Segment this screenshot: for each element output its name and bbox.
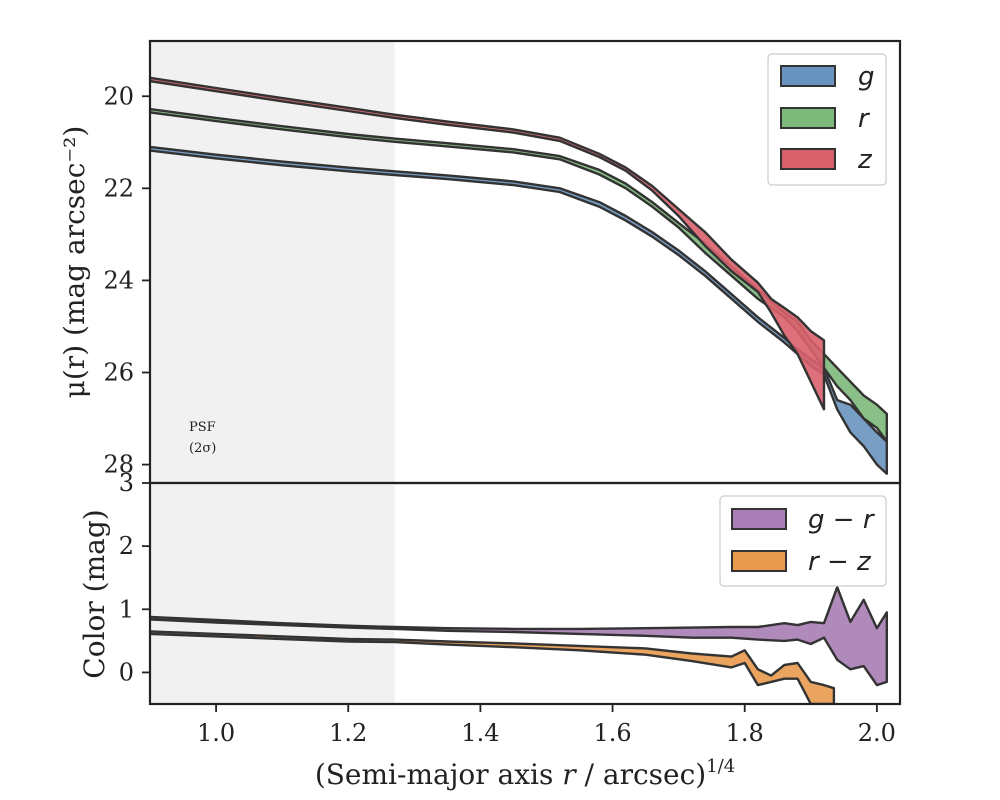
series-band-z <box>150 76 826 411</box>
psf-band-top <box>150 41 395 483</box>
legend-swatch-r-z <box>731 550 787 572</box>
legend-label-g: g <box>858 62 875 92</box>
x-tick-label: 1.8 <box>726 719 764 747</box>
top-y-ticks: 20 22 24 26 28 <box>103 82 150 479</box>
top-y-axis-label: μ(r) (mag arcsec⁻²) <box>58 126 91 399</box>
y-tick-label: 20 <box>103 82 134 110</box>
bottom-legend: g − r r − z <box>719 495 887 587</box>
surface-brightness-series <box>150 76 888 475</box>
psf-sigma-label: (2σ) <box>189 441 216 456</box>
legend-swatch-g <box>780 65 836 87</box>
x-axis-label-exponent: 1/4 <box>706 756 735 777</box>
psf-label: PSF <box>189 420 216 435</box>
legend-swatch-r <box>780 107 836 129</box>
legend-label-g-r: g − r <box>808 505 876 535</box>
legend-swatch-g-r <box>731 508 787 530</box>
x-tick-label: 1.2 <box>329 719 367 747</box>
y-tick-label: 1 <box>119 595 134 623</box>
x-tick-label: 2.0 <box>858 719 896 747</box>
y-tick-label: 22 <box>103 174 134 202</box>
bottom-y-axis-label: Color (mag) <box>78 509 111 678</box>
y-tick-label: 26 <box>103 359 134 387</box>
color-series <box>150 586 888 704</box>
legend-label-r: r <box>858 104 871 134</box>
x-axis-label-main: (Semi-major axis <box>315 758 562 791</box>
top-legend: g r z <box>767 53 887 186</box>
color-panel: 0 1 2 3 1.0 1.2 1.4 1.6 1.8 2.0 Color (mag) (Sem… <box>78 469 902 791</box>
x-ticks: 1.0 1.2 1.4 1.6 1.8 2.0 <box>197 704 896 747</box>
x-axis-label: (Semi-major axis r / arcsec)1/4 <box>315 756 735 791</box>
y-tick-label: 2 <box>119 532 134 560</box>
series-band-rz <box>150 630 836 704</box>
x-axis-label-tail: / arcsec) <box>576 758 707 791</box>
legend-label-z: z <box>857 145 873 175</box>
series-band-g <box>150 145 888 475</box>
bottom-panel-frame <box>148 481 902 706</box>
y-tick-label: 3 <box>119 469 134 497</box>
x-tick-label: 1.4 <box>461 719 499 747</box>
y-tick-label: 24 <box>103 266 134 294</box>
x-tick-label: 1.6 <box>593 719 631 747</box>
psf-band-bottom <box>150 483 395 704</box>
bottom-y-ticks: 0 1 2 3 <box>119 469 150 686</box>
legend-swatch-z <box>780 148 836 170</box>
x-tick-label: 1.0 <box>197 719 235 747</box>
y-tick-label: 0 <box>119 658 134 686</box>
x-axis-label-var: r <box>562 758 577 791</box>
y-tick-label: 28 <box>103 451 134 479</box>
legend-label-r-z: r − z <box>808 547 872 577</box>
series-band-gr <box>150 586 888 687</box>
